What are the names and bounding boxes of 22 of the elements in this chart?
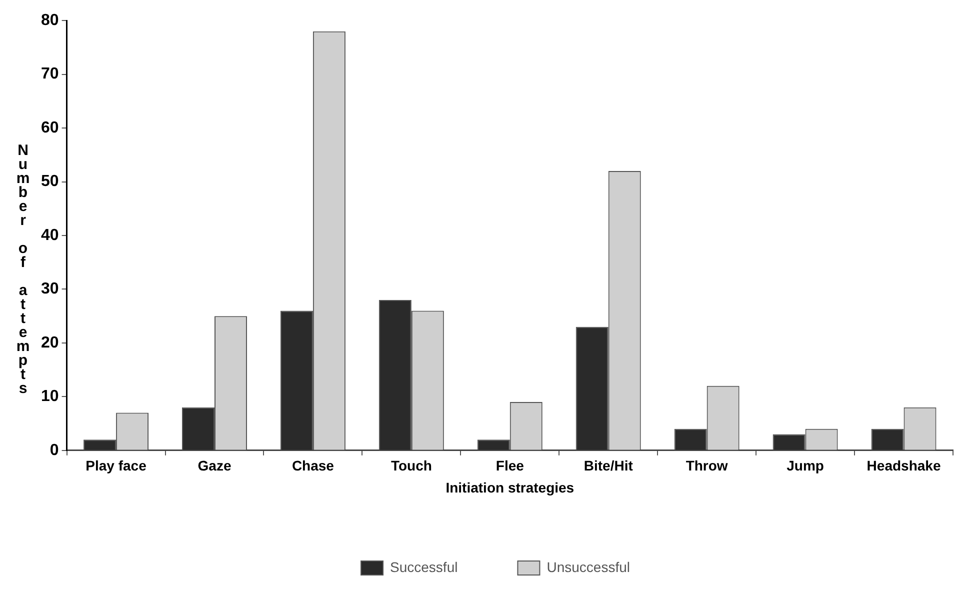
y-tick-label: 50	[41, 173, 59, 190]
x-tick-label: Gaze	[198, 458, 232, 474]
x-tick-label: Flee	[496, 458, 524, 474]
y-tick-label: 0	[50, 442, 59, 459]
x-tick-label: Throw	[686, 458, 728, 474]
y-tick-label: 40	[41, 226, 59, 244]
y-tick-label: 30	[41, 280, 59, 298]
y-axis-title: Number of attempts	[14, 142, 32, 394]
y-tick-label: 60	[41, 119, 59, 136]
y-tick-label: 70	[41, 66, 59, 83]
x-tick-label: Touch	[390, 458, 432, 474]
y-tick-label: 20	[41, 334, 59, 352]
x-axis-title: Initiation strategies	[446, 479, 574, 496]
x-tick-label: Headshake	[866, 458, 941, 474]
x-tick-label: Chase	[292, 458, 334, 474]
legend-label: Successful	[390, 558, 458, 575]
legend-label: Unsuccessful	[546, 558, 630, 575]
x-tick-label: Play face	[86, 458, 147, 474]
x-tick-label: Jump	[786, 458, 824, 474]
y-tick-label: 80	[41, 12, 59, 30]
x-tick-label: Bite/Hit	[584, 458, 634, 474]
y-tick-label: 10	[41, 388, 59, 406]
